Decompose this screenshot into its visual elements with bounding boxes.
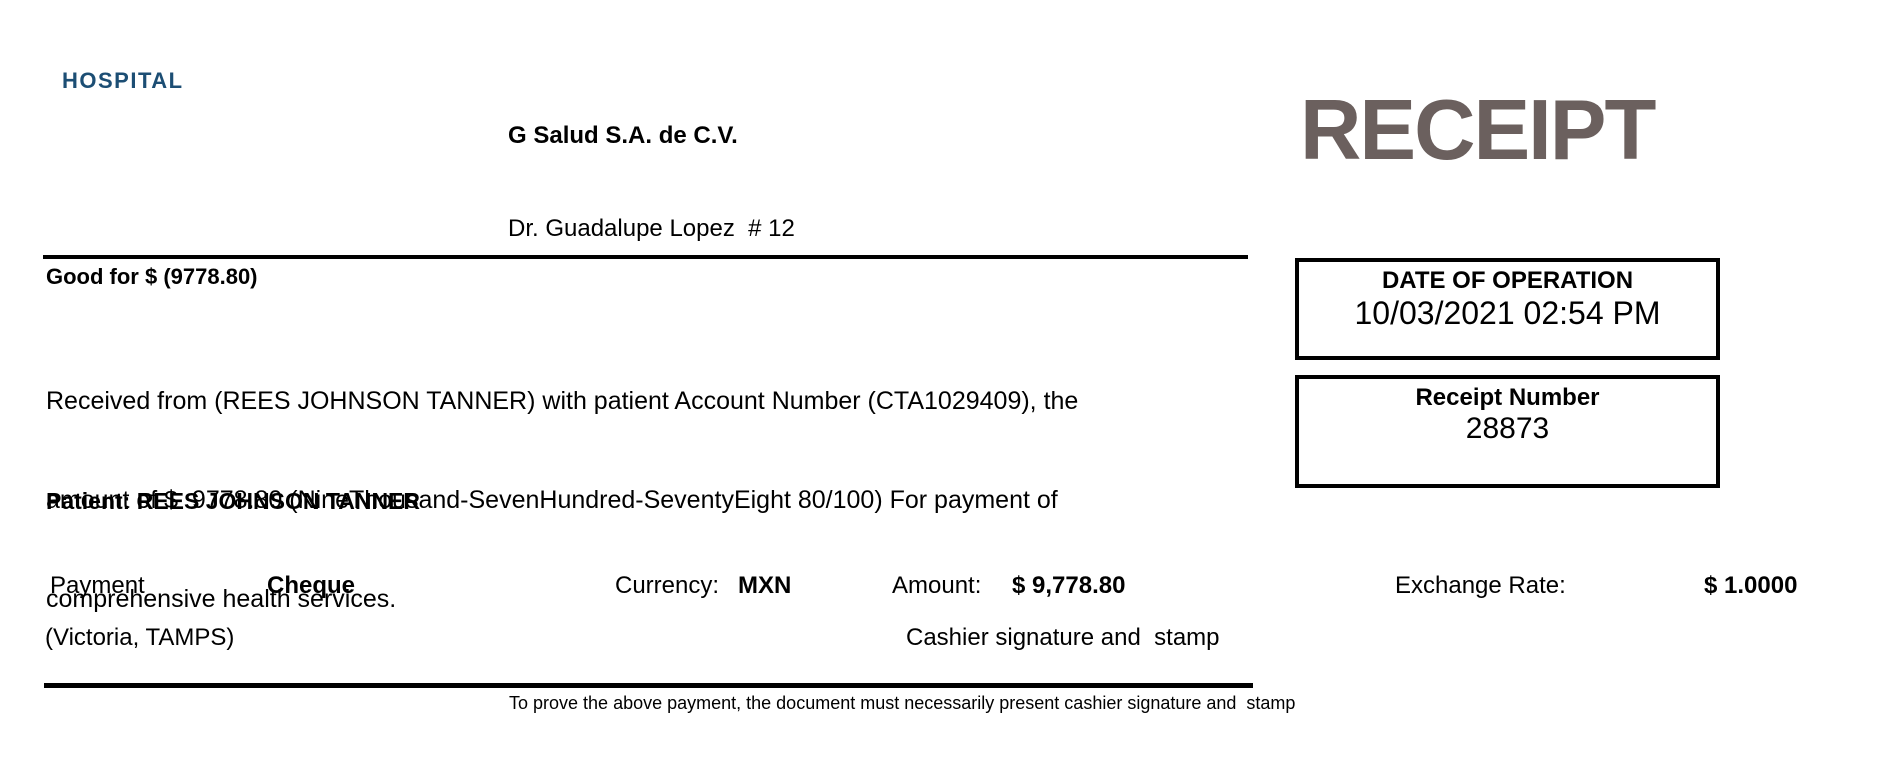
- patient-line: Patient: REES JOHNSON TANNER: [46, 488, 421, 514]
- company-address: Dr. Guadalupe Lopez # 12: [508, 215, 795, 242]
- date-of-operation-box: DATE OF OPERATION 10/03/2021 02:54 PM: [1295, 258, 1720, 360]
- exchange-rate-value: $ 1.0000: [1704, 572, 1798, 599]
- company-name: G Salud S.A. de C.V.: [508, 122, 738, 149]
- currency-value: MXN: [738, 572, 792, 599]
- footer-disclaimer: To prove the above payment, the document…: [509, 693, 1296, 713]
- cashier-signature-label: Cashier signature and stamp: [906, 624, 1220, 651]
- good-for-line: Good for $ (9778.80): [46, 264, 258, 289]
- payment-method-label: Payment: [50, 572, 145, 599]
- hospital-logo: HOSPITAL: [62, 68, 184, 93]
- receipt-number-label: Receipt Number: [1415, 384, 1600, 411]
- divider-bottom: [44, 683, 1253, 688]
- receipt-body-paragraph: Received from (REES JOHNSON TANNER) with…: [46, 319, 1078, 682]
- receipt-title: RECEIPT: [1300, 83, 1656, 178]
- provider-info: G Salud S.A. de C.V. Dr. Guadalupe Lopez…: [508, 58, 795, 306]
- receipt-number-box: Receipt Number 28873: [1295, 375, 1720, 488]
- amount-value: $ 9,778.80: [1012, 572, 1126, 599]
- body-line: amount of $ 9778.80 (NineThousand-SevenH…: [46, 486, 1058, 514]
- divider-top: [43, 255, 1248, 259]
- date-of-operation-label: DATE OF OPERATION: [1381, 267, 1634, 294]
- exchange-rate-label: Exchange Rate:: [1395, 572, 1566, 599]
- body-line: Received from (REES JOHNSON TANNER) with…: [46, 387, 1079, 415]
- currency-label: Currency:: [615, 572, 720, 599]
- receipt-number-value: 28873: [1465, 412, 1550, 445]
- payment-method-value: Cheque: [267, 572, 356, 599]
- amount-label: Amount:: [892, 572, 982, 599]
- date-of-operation-value: 10/03/2021 02:54 PM: [1354, 295, 1661, 331]
- body-line: comprehensive health services.: [46, 585, 397, 613]
- location-line: (Victoria, TAMPS): [45, 624, 235, 651]
